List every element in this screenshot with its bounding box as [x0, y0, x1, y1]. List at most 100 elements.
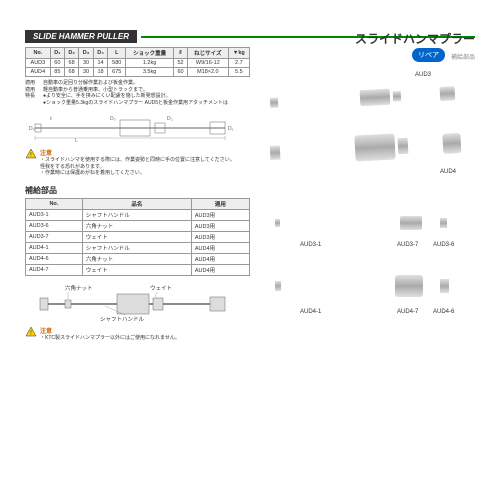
table-row: AUD4-1シャフトハンドルAUD4用: [26, 242, 250, 253]
sub-label: 補給部品: [451, 52, 475, 61]
th: ▼kg: [228, 48, 249, 59]
th: D₁: [50, 48, 64, 59]
td: 68: [64, 59, 78, 68]
td: 3.5kg: [126, 68, 174, 77]
warn-text: ・作業時には保護めがねを着用してください。: [40, 170, 235, 177]
td: M18×2.0: [188, 68, 229, 77]
warning-icon: !: [25, 326, 37, 338]
diag-label-weight: ウェイト: [150, 284, 172, 292]
prod-label: AUD3-6: [433, 242, 455, 248]
table-row: AUD3-7ウェイトAUD3用: [26, 231, 250, 242]
table-row: AUD4856830186753.5kg60M18×2.05.5: [26, 68, 250, 77]
th: D₃: [79, 48, 93, 59]
svg-text:D₁: D₁: [228, 126, 234, 132]
note-label: 特長: [25, 93, 43, 100]
th: L: [108, 48, 126, 59]
th: ねじサイズ: [188, 48, 229, 59]
dimension-diagram: ℓ L D₄ D₃ D₂ D₁: [25, 112, 250, 144]
warning-2: ! 注意 ・KTC製スライドハンマプラー以外にはご使用になれません。: [25, 326, 250, 342]
table-row: No.品名適用: [26, 198, 250, 209]
th: ℓ: [174, 48, 188, 59]
td: AUD3: [26, 59, 51, 68]
td: 18: [93, 68, 108, 77]
td: 5.5: [228, 68, 249, 77]
parts-table: No.品名適用 AUD3-1シャフトハンドルAUD3用 AUD3-6六角ナットA…: [25, 198, 250, 276]
svg-text:D₄: D₄: [29, 126, 35, 132]
warn-label: 注意: [40, 326, 180, 335]
td: 675: [108, 68, 126, 77]
prod-label: AUD4-1: [300, 309, 322, 315]
warning-1: ! 注意 ・スライドハンマを使用する際には、作業姿勢と同時に手の位置に注意してく…: [25, 148, 250, 177]
diag-label-shaft: シャフトハンドル: [100, 316, 145, 322]
td: AUD4: [26, 68, 51, 77]
th: D₄: [93, 48, 108, 59]
warning-icon: !: [25, 148, 37, 160]
warn-label: 注意: [40, 148, 235, 157]
td: 52: [174, 59, 188, 68]
svg-text:D₂: D₂: [167, 116, 173, 122]
td: ウェイト: [82, 231, 191, 242]
prod-label: AUD4-6: [433, 309, 455, 315]
svg-text:L: L: [75, 138, 78, 144]
warn-text: ・KTC製スライドハンマプラー以外にはご使用になれません。: [40, 335, 180, 342]
td: 2.7: [228, 59, 249, 68]
th: ショック重量: [126, 48, 174, 59]
header-title-jp: スライドハンマプラー: [355, 30, 475, 47]
td: AUD3用: [191, 220, 249, 231]
td: 30: [79, 59, 93, 68]
td: 30: [79, 68, 93, 77]
td: シャフトハンドル: [82, 209, 191, 220]
note-text: 軽自動車から普通乗用車、小型トラックまで。: [43, 87, 148, 93]
table-row: No.D₁D₂D₃D₄Lショック重量ℓねじサイズ▼kg: [26, 48, 250, 59]
note-text: 自動車の足回り分解作業および板金作業。: [43, 80, 138, 86]
table-row: AUD3-1シャフトハンドルAUD3用: [26, 209, 250, 220]
product-images: AUD3 AUD4 AUD3-1 AUD3-7 AUD3-6: [265, 68, 475, 348]
spec-table: No.D₁D₂D₃D₄Lショック重量ℓねじサイズ▼kg AUD360683014…: [25, 47, 250, 77]
td: 60: [174, 68, 188, 77]
td: 1.2kg: [126, 59, 174, 68]
td: AUD4-6: [26, 253, 83, 264]
td: W9/16-12: [188, 59, 229, 68]
prod-label: AUD4-7: [397, 309, 419, 315]
td: 六角ナット: [82, 220, 191, 231]
td: AUD3-6: [26, 220, 83, 231]
th: D₂: [64, 48, 78, 59]
td: AUD4用: [191, 264, 249, 275]
th: 品名: [82, 198, 191, 209]
th: No.: [26, 198, 83, 209]
th: No.: [26, 48, 51, 59]
td: AUD4用: [191, 253, 249, 264]
td: ウェイト: [82, 264, 191, 275]
td: 68: [64, 68, 78, 77]
prod-label: AUD3-7: [397, 242, 419, 248]
warn-text: ・スライドハンマを使用する際には、作業姿勢と同時に手の位置に注意してください。: [40, 157, 235, 164]
parts-diagram: 六角ナット ウェイト シャフトハンドル: [25, 282, 250, 322]
parts-title: 補給部品: [25, 185, 250, 196]
td: 85: [50, 68, 64, 77]
notes: 適用自動車の足回り分解作業および板金作業。 適用軽自動車から普通乗用車、小型トラ…: [25, 80, 250, 106]
table-row: AUD3606830145801.2kg52W9/16-122.7: [26, 59, 250, 68]
td: 580: [108, 59, 126, 68]
td: 六角ナット: [82, 253, 191, 264]
td: AUD3用: [191, 209, 249, 220]
table-row: AUD4-7ウェイトAUD4用: [26, 264, 250, 275]
td: AUD3-7: [26, 231, 83, 242]
diag-label-nut: 六角ナット: [65, 284, 93, 292]
svg-text:ℓ: ℓ: [50, 116, 52, 122]
repair-badge: リペア: [412, 48, 445, 62]
table-row: AUD4-6六角ナットAUD4用: [26, 253, 250, 264]
svg-text:D₃: D₃: [110, 116, 116, 122]
td: AUD4-1: [26, 242, 83, 253]
td: 14: [93, 59, 108, 68]
note-text: ●ショック重量5.3kgのスライドハンマプラー AUD5と板金作業用アタッチメン…: [43, 100, 228, 106]
prod-label: AUD3: [415, 72, 432, 78]
td: AUD3用: [191, 231, 249, 242]
header-title-en: SLIDE HAMMER PULLER: [25, 30, 137, 43]
th: 適用: [191, 198, 249, 209]
td: AUD4用: [191, 242, 249, 253]
td: 60: [50, 59, 64, 68]
note-text: ●より安全に、手を挟みにくい配慮を施した新発想設計。: [43, 93, 171, 99]
td: シャフトハンドル: [82, 242, 191, 253]
prod-label: AUD3-1: [300, 242, 322, 248]
prod-label: AUD4: [440, 169, 457, 175]
